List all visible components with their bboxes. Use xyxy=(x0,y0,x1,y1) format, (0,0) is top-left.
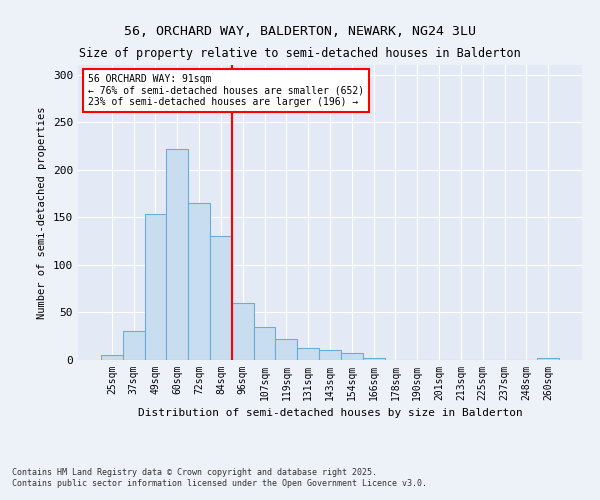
Bar xyxy=(275,339,297,360)
Bar xyxy=(166,148,188,360)
Bar xyxy=(319,350,341,360)
Bar xyxy=(101,355,123,360)
Bar xyxy=(297,348,319,360)
Text: Size of property relative to semi-detached houses in Balderton: Size of property relative to semi-detach… xyxy=(79,48,521,60)
Bar xyxy=(341,354,363,360)
X-axis label: Distribution of semi-detached houses by size in Balderton: Distribution of semi-detached houses by … xyxy=(137,408,523,418)
Bar xyxy=(123,332,145,360)
Bar xyxy=(254,326,275,360)
Bar xyxy=(145,214,166,360)
Bar xyxy=(232,303,254,360)
Text: 56, ORCHARD WAY, BALDERTON, NEWARK, NG24 3LU: 56, ORCHARD WAY, BALDERTON, NEWARK, NG24… xyxy=(124,25,476,38)
Y-axis label: Number of semi-detached properties: Number of semi-detached properties xyxy=(37,106,47,319)
Bar xyxy=(537,358,559,360)
Text: Contains HM Land Registry data © Crown copyright and database right 2025.
Contai: Contains HM Land Registry data © Crown c… xyxy=(12,468,427,487)
Bar xyxy=(210,236,232,360)
Text: 56 ORCHARD WAY: 91sqm
← 76% of semi-detached houses are smaller (652)
23% of sem: 56 ORCHARD WAY: 91sqm ← 76% of semi-deta… xyxy=(88,74,364,107)
Bar xyxy=(188,203,210,360)
Bar xyxy=(363,358,385,360)
